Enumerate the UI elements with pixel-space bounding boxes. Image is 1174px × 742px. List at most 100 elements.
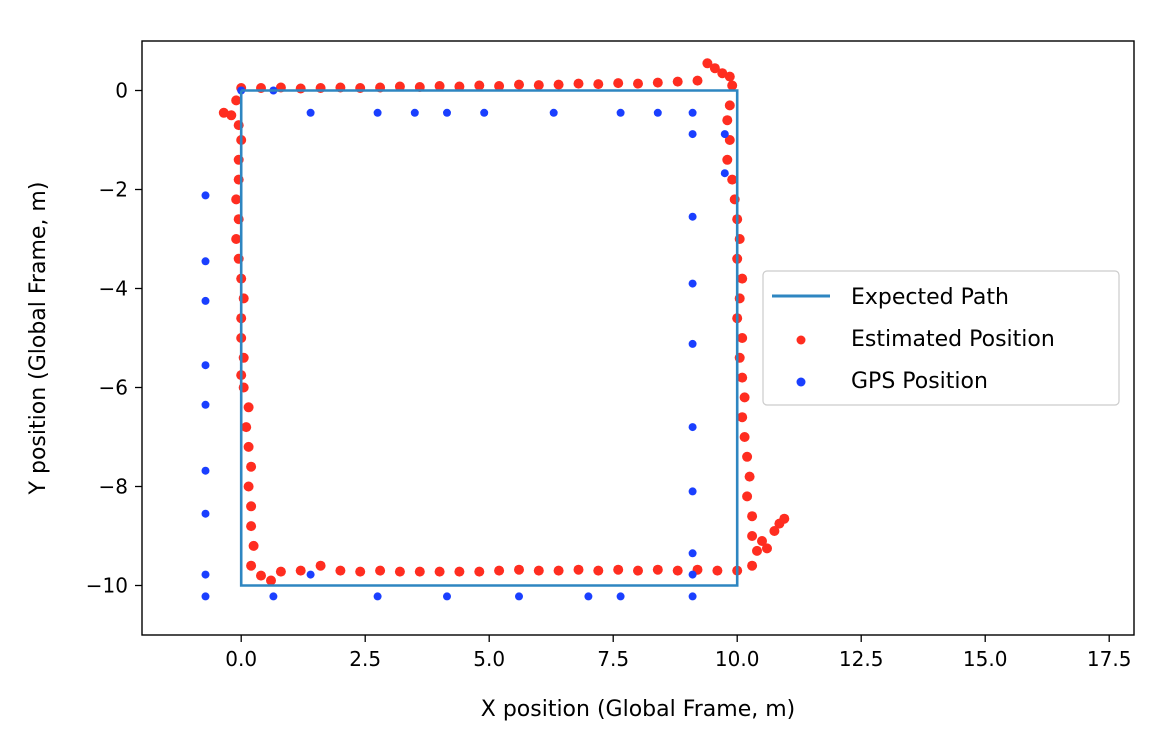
gps-position-point [688,592,697,601]
estimated-position-point [702,58,713,69]
gps-position-point [373,592,382,601]
estimated-position-point [266,575,276,586]
gps-position-point [720,130,729,139]
estimated-position-point [742,491,753,502]
estimated-position-point [737,412,748,423]
y-tick-label: −6 [99,376,128,400]
estimated-position-point [724,71,735,82]
estimated-position-point [724,135,735,145]
estimated-position-point [652,77,663,88]
estimated-position-point [762,543,772,554]
plot-content [201,58,790,601]
y-tick-label: −2 [99,178,128,202]
estimated-position-point [573,78,584,89]
estimated-position-point [692,75,703,86]
x-tick-label: 15.0 [963,647,1008,671]
estimated-position-point [375,565,386,576]
gps-position-point [616,108,625,117]
x-tick-label: 7.5 [597,647,629,671]
estimated-position-point [454,81,465,92]
gps-position-point [201,570,210,579]
estimated-position-point [434,566,445,577]
x-tick-label: 0.0 [225,647,257,671]
estimated-position-point [414,566,425,577]
estimated-position-point [727,174,738,185]
estimated-position-point [231,194,242,205]
x-axis-ticks: 0.0 2.5 5.0 7.5 10.0 12.5 15.0 17.5 [225,635,1131,671]
legend-expected-path-label: Expected Path [851,285,1009,310]
estimated-position-point [315,560,326,571]
y-axis-label: Y position (Global Frame, m) [26,182,51,496]
gps-position-point [688,549,697,558]
gps-position-point [480,108,489,117]
gps-position-point [201,466,210,475]
estimated-position-point [243,402,254,413]
gps-position-point [201,592,210,601]
gps-position-point [584,592,593,601]
axes-frame [141,40,1135,636]
gps-position-point [373,108,382,117]
gps-position-point [410,108,419,117]
estimated-position-point [717,68,728,79]
estimated-position-point [712,565,723,576]
estimated-position-point [573,564,584,575]
y-tick-label: −8 [99,475,128,499]
estimated-position-point [709,63,720,74]
estimated-position-point [739,392,750,403]
estimated-position-point [633,78,643,89]
gps-position-point [201,296,210,305]
estimated-position-point [246,501,257,512]
estimated-position-point [752,545,762,556]
estimated-position-point [633,565,643,576]
estimated-position-point [553,79,564,90]
estimated-position-point [652,564,663,575]
estimated-position-point [727,80,738,91]
estimated-position-point [494,81,505,91]
x-tick-label: 5.0 [473,647,505,671]
estimated-position-point [737,333,748,343]
estimated-position-point [779,513,790,524]
legend-estimated-position-swatch [796,335,806,345]
estimated-position-point [474,566,485,577]
legend-box [762,270,1120,406]
estimated-position-point [747,511,758,522]
gps-position-point [269,592,278,601]
legend-estimated-position-label: Estimated Position [851,327,1055,352]
expected-path-line [239,89,739,587]
estimated-position-point [243,441,254,452]
estimated-position-point [724,100,735,111]
estimated-position-point [295,83,306,94]
gps-position-point [201,191,210,200]
x-axis-label: X position (Global Frame, m) [481,697,796,722]
gps-position-point [443,592,451,601]
gps-position-point [688,279,697,288]
gps-position-point [201,361,210,370]
gps-position-point [443,108,451,117]
gps-position-point [688,130,697,139]
estimated-position-point [231,234,242,244]
estimated-position-point [533,565,544,576]
estimated-position-point [243,481,254,492]
x-tick-label: 2.5 [349,647,381,671]
estimated-position-point [747,560,758,571]
gps-position-point [688,108,697,117]
estimated-position-point [739,432,750,442]
estimated-position-point [394,81,405,92]
gps-position-point [688,423,697,432]
x-tick-label: 12.5 [839,647,884,671]
estimated-position-point [241,422,252,433]
gps-position-point [688,212,697,221]
estimated-position-point [246,560,257,571]
estimated-position-point [769,526,780,536]
y-axis-ticks: 0 −2 −4 −6 −8 −10 [86,79,142,598]
estimated-position-point [335,565,346,576]
estimated-position-point [737,372,748,383]
estimated-position-point [613,78,624,89]
estimated-position-point [231,95,242,106]
legend-gps-position-label: GPS Position [851,369,988,394]
estimated-position-point [737,273,748,284]
estimated-position-point [672,76,683,87]
gps-position-point [653,108,662,117]
estimated-position-point [355,566,366,577]
